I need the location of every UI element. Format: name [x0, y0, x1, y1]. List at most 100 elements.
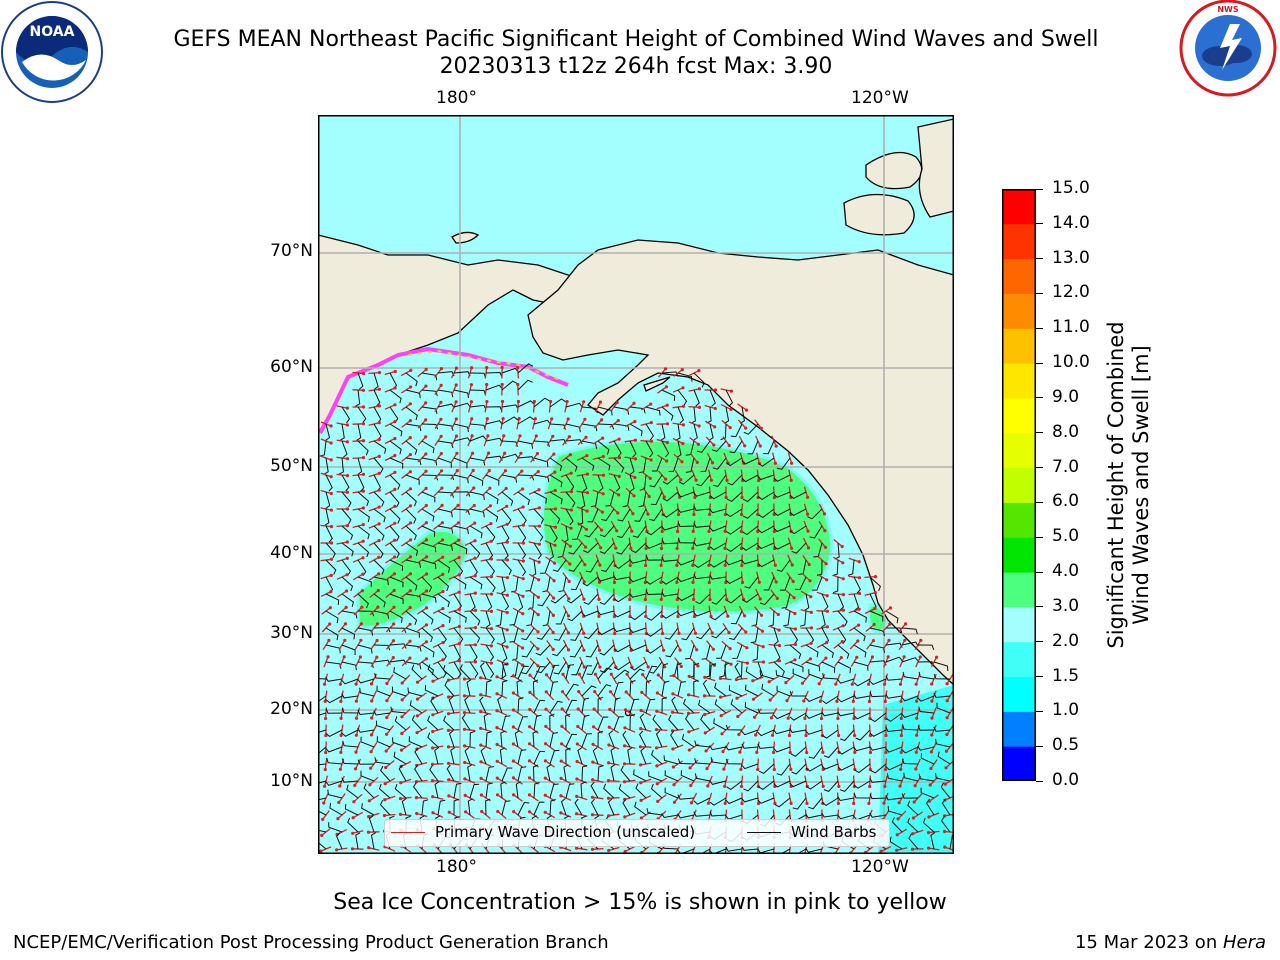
wave-arrow-head — [656, 799, 660, 804]
wave-arrow-head — [655, 709, 659, 713]
wave-arrow-head — [575, 812, 579, 816]
wind-barb — [374, 757, 391, 765]
wave-arrow-head — [867, 699, 872, 704]
wind-barb — [597, 457, 611, 471]
wave-arrow-head — [655, 691, 659, 695]
wind-barb — [839, 729, 855, 742]
wind-barb — [629, 457, 635, 475]
wind-barb — [389, 627, 407, 633]
wave-arrow-head — [441, 572, 445, 576]
wind-barb — [869, 729, 887, 737]
wave-arrow-head — [592, 725, 596, 729]
wave-arrow-head — [597, 597, 601, 601]
wave-arrow-head — [577, 672, 581, 676]
wind-barb — [940, 782, 951, 799]
wave-arrow-head — [726, 614, 730, 618]
wind-barb — [599, 644, 615, 656]
wind-barb — [325, 627, 339, 641]
wind-barb — [450, 747, 456, 765]
wind-barb — [567, 610, 583, 622]
wind-barb — [645, 406, 661, 416]
wind-barb — [724, 406, 730, 424]
wind-barb — [577, 747, 583, 765]
wave-arrow-head — [675, 580, 679, 584]
wave-arrow-head — [375, 638, 379, 643]
wind-barb — [453, 525, 469, 535]
wind-barb — [847, 559, 855, 576]
wind-barb — [535, 644, 551, 656]
wind-barb — [759, 670, 775, 680]
wind-barb — [750, 627, 759, 644]
wave-arrow-head — [590, 813, 595, 817]
wave-arrow-head — [561, 672, 565, 677]
wave-arrow-head — [598, 400, 602, 404]
wind-barb — [677, 491, 695, 498]
wave-arrow-head — [873, 591, 877, 595]
wave-arrow-head — [424, 452, 428, 456]
wind-barb — [661, 696, 667, 714]
wind-barb — [318, 678, 327, 680]
wind-barb — [373, 626, 391, 633]
wave-arrow-head — [872, 622, 876, 627]
wind-barb — [357, 457, 363, 475]
wave-arrow-head — [688, 766, 692, 770]
wave-arrow-head — [633, 475, 637, 480]
wind-barb — [565, 402, 583, 408]
wave-arrow-head — [440, 503, 444, 507]
wind-barb — [549, 474, 563, 488]
wave-arrow-head — [385, 681, 389, 686]
wind-barb — [427, 715, 439, 731]
wave-arrow-head — [377, 572, 381, 576]
graticule — [318, 115, 954, 854]
wind-barb — [608, 730, 615, 748]
wave-arrow-head — [537, 488, 541, 492]
wave-arrow-head — [361, 472, 366, 476]
wind-barb — [652, 714, 663, 731]
wave-arrow-head — [713, 388, 718, 392]
wave-arrow-head — [329, 424, 333, 428]
wind-barb — [325, 423, 331, 441]
wave-arrow-head — [424, 521, 428, 525]
wave-arrow-head — [727, 443, 731, 448]
wind-barb — [645, 665, 658, 680]
wave-arrow-head — [457, 642, 461, 646]
wind-barb — [820, 610, 826, 628]
wind-barb — [599, 593, 615, 605]
wind-barb — [412, 782, 423, 799]
wind-barb — [341, 542, 354, 557]
wind-barb — [341, 525, 354, 541]
wave-arrow-head — [708, 512, 712, 517]
wave-arrow-head — [377, 539, 381, 543]
wind-barb — [501, 416, 519, 425]
wave-arrow-head — [441, 589, 445, 594]
wave-arrow-head — [929, 766, 933, 771]
wind-barb — [373, 440, 387, 454]
wave-arrow-head — [521, 646, 525, 650]
wave-arrow-head — [787, 733, 791, 738]
wave-arrow-head — [930, 682, 934, 686]
wave-arrow-head — [329, 508, 333, 512]
wind-barb — [517, 665, 529, 680]
wave-arrow-head — [663, 367, 668, 371]
wave-arrow-head — [687, 693, 691, 697]
wave-arrow-head — [655, 746, 659, 750]
wind-barb — [837, 695, 855, 703]
wind-barb — [696, 474, 711, 487]
colorbar-tick-label: 10.0 — [1052, 352, 1090, 373]
wind-barb — [501, 715, 511, 731]
wind-barb — [453, 627, 464, 644]
wind-barb — [711, 593, 727, 605]
wind-barb — [680, 770, 695, 782]
wave-arrow-head — [532, 399, 536, 404]
wave-arrow-head — [560, 724, 564, 729]
wave-arrow-head — [533, 417, 537, 421]
wave-arrow-head — [440, 486, 444, 490]
wave-arrow-head — [899, 750, 903, 755]
wind-barb — [517, 749, 527, 765]
wind-barb — [565, 474, 575, 492]
wind-barb — [902, 671, 919, 680]
wave-arrow-head — [840, 640, 844, 644]
wave-arrow-head — [593, 690, 597, 694]
wind-barb — [405, 440, 418, 455]
wave-arrow-head — [927, 815, 931, 819]
